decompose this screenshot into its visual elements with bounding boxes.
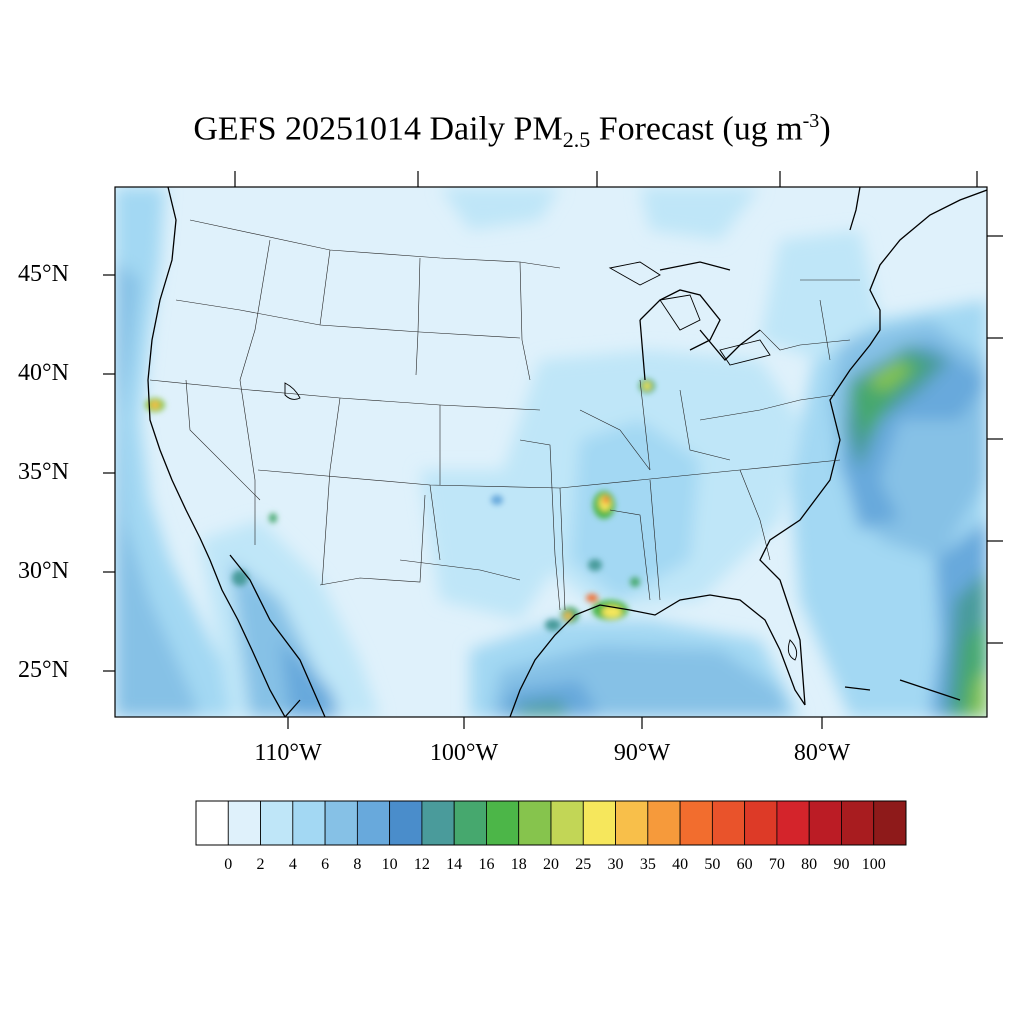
- concentration-field: [115, 187, 987, 717]
- colorbar-swatch: [776, 800, 810, 846]
- colorbar-swatch: [518, 800, 552, 846]
- colorbar-tick-label: 12: [413, 856, 430, 873]
- map-title: GEFS 20251014 Daily PM2.5 Forecast (ug m…: [193, 110, 831, 153]
- colorbar-tick-label: 2: [256, 856, 265, 873]
- colorbar-tick-label: 0: [224, 856, 233, 873]
- colorbar-tick-label: 100: [861, 856, 886, 873]
- colorbar-tick-label: 4: [288, 856, 297, 873]
- colorbar-swatch: [486, 800, 520, 846]
- colorbar-swatch: [744, 800, 778, 846]
- colorbar-swatch: [647, 800, 681, 846]
- colorbar-swatch: [227, 800, 261, 846]
- colorbar-swatch: [550, 800, 584, 846]
- coastlines: [147, 187, 987, 717]
- colorbar-tick-label: 90: [833, 856, 850, 873]
- lat-label-30: 30°N: [18, 558, 69, 584]
- colorbar-swatch: [615, 800, 649, 846]
- map-frame: [114, 186, 988, 718]
- colorbar-tick-label: 50: [704, 856, 721, 873]
- axis-ticks: [103, 171, 1003, 729]
- colorbar-tick-label: 14: [446, 856, 463, 873]
- colorbar-tick-label: 70: [768, 856, 785, 873]
- lat-label-40: 40°N: [18, 360, 69, 386]
- colorbar-frame: [195, 800, 907, 846]
- lat-label-45: 45°N: [18, 261, 69, 287]
- colorbar-swatch: [582, 800, 616, 846]
- colorbar-tick-label: 16: [478, 856, 495, 873]
- colorbar-swatch: [679, 800, 713, 846]
- lon-label-90w: 90°W: [613, 740, 671, 766]
- colorbar-swatch: [421, 800, 455, 846]
- colorbar-tick-label: 25: [575, 856, 592, 873]
- lon-label-110w: 110°W: [254, 740, 322, 766]
- colorbar-swatch: [711, 800, 746, 846]
- colorbar-swatch: [873, 800, 907, 846]
- colorbar-tick-label: 40: [672, 856, 689, 873]
- colorbar-tick-label: 10: [381, 856, 398, 873]
- lat-label-25: 25°N: [18, 657, 69, 683]
- colorbar-tick-label: 35: [639, 856, 656, 873]
- colorbar-tick-label: 30: [607, 856, 624, 873]
- colorbar-tick-label: 60: [736, 856, 753, 873]
- colorbar-swatch: [356, 800, 391, 846]
- colorbar-swatch: [324, 800, 358, 846]
- colorbar-tick-label: 20: [543, 856, 559, 873]
- state-borders: [149, 219, 860, 611]
- colorbar-tick-label: 18: [510, 856, 527, 873]
- colorbar-swatch: [453, 800, 487, 846]
- colorbar-swatch: [389, 800, 423, 846]
- colorbar: [195, 800, 907, 846]
- colorbar-swatch: [808, 800, 842, 846]
- colorbar-tick-label: 8: [353, 856, 362, 873]
- lon-label-100w: 100°W: [429, 740, 499, 766]
- colorbar-swatch: [260, 800, 294, 846]
- colorbar-tick-label: 80: [801, 856, 818, 873]
- lon-label-80w: 80°W: [793, 740, 851, 766]
- colorbar-swatch: [195, 800, 229, 846]
- colorbar-swatch: [292, 800, 326, 846]
- colorbar-tick-label: 6: [321, 856, 330, 873]
- lat-label-35: 35°N: [18, 459, 69, 485]
- colorbar-swatch: [841, 800, 875, 846]
